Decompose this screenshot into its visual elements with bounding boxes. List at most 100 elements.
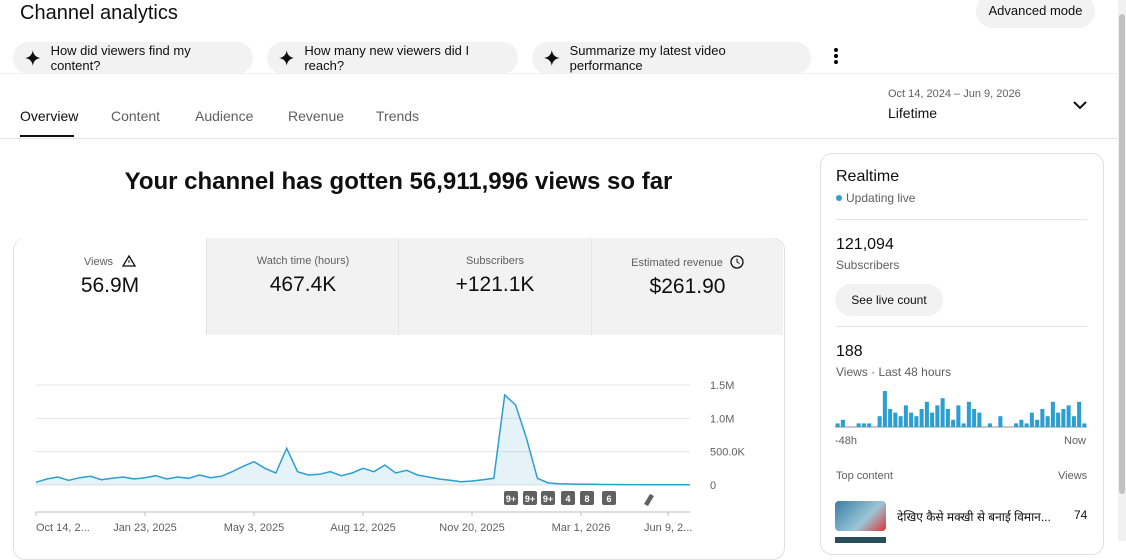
y-tick-label: 500.0K [710, 447, 746, 459]
bar [840, 419, 845, 427]
area [36, 395, 690, 485]
bar [867, 423, 872, 427]
advanced-mode-button[interactable]: Advanced mode [976, 0, 1095, 28]
annotation-marker[interactable]: 9+ [541, 491, 555, 505]
divider [835, 326, 1087, 327]
bar [945, 409, 950, 427]
active-tab-indicator [20, 135, 74, 137]
sparkle-icon [544, 50, 560, 66]
marker-box [523, 491, 537, 505]
metric-tab[interactable]: Estimated revenue $261.90 [591, 238, 783, 335]
metric-tab[interactable]: Watch time (hours) 467.4K [206, 238, 399, 335]
bar [1050, 401, 1055, 427]
bar [856, 423, 861, 427]
realtime-chart [835, 391, 1087, 428]
bar [882, 391, 887, 427]
bar [1082, 423, 1087, 427]
more-menu[interactable] [830, 47, 842, 65]
bar [956, 405, 961, 427]
bar [998, 416, 1003, 427]
bar [1029, 412, 1034, 427]
bar [835, 423, 840, 427]
bar [919, 409, 924, 427]
suggestion-chip[interactable]: How many new viewers did I reach? [267, 42, 518, 74]
bar [961, 423, 966, 427]
status-text: Updating live [846, 191, 916, 205]
bar [930, 412, 935, 427]
bar [924, 401, 929, 427]
bar [1071, 416, 1076, 427]
page-title: Channel analytics [20, 2, 178, 24]
bar [940, 398, 945, 427]
marker-box [504, 491, 518, 505]
metric-label: Subscribers [465, 255, 525, 267]
suggestion-text: Summarize my latest video performance [569, 43, 726, 73]
bar [877, 416, 882, 427]
marker-label: 6 [606, 494, 611, 504]
clock-icon [730, 255, 744, 269]
date-range: Oct 14, 2024 – Jun 9, 2026 [888, 88, 1021, 100]
marker-label: 9+ [543, 494, 553, 504]
warning-icon [121, 254, 137, 267]
annotation-marker[interactable]: 8 [580, 491, 594, 505]
suggestion-chip[interactable]: Summarize my latest video performance [532, 42, 811, 74]
tab[interactable]: Trends [376, 108, 420, 124]
scrollbar-thumb[interactable] [1119, 14, 1125, 494]
marker-label: 4 [565, 494, 570, 504]
video-thumbnail[interactable] [835, 501, 886, 531]
bar [1045, 416, 1050, 427]
metric-label: Views [14, 254, 206, 268]
realtime-status: Updating live [836, 191, 915, 205]
y-tick-label: 1.5M [710, 380, 734, 392]
bar [987, 423, 992, 427]
annotation-marker[interactable]: 9+ [504, 491, 518, 505]
realtime-start: -48h [835, 435, 858, 447]
suggestion-chip[interactable]: How did viewers find my content? [13, 42, 253, 74]
live-dot [836, 195, 842, 201]
annotation-marker[interactable]: 6 [602, 491, 616, 505]
line [35, 393, 690, 486]
dropdown-icon[interactable] [1073, 100, 1087, 110]
tab[interactable]: Audience [195, 108, 254, 124]
divider [0, 73, 1118, 74]
suggestion-text: How did viewers find my content? [50, 43, 191, 73]
marker-label: 9+ [506, 494, 516, 504]
bar [914, 416, 919, 427]
views-header: Views [1058, 470, 1088, 482]
bar [861, 423, 866, 427]
tab[interactable]: Overview [20, 108, 79, 124]
bar [1019, 419, 1024, 427]
marker-label: 8 [584, 494, 589, 504]
bar [1035, 419, 1040, 427]
metric-tab[interactable]: Views 56.9M [14, 238, 206, 335]
x-tick-label: Jan 23, 2025 [113, 522, 177, 534]
annotation-marker[interactable]: 4 [561, 491, 575, 505]
headline: Your channel has gotten 56,911,996 views… [124, 168, 673, 195]
sparkle-icon [279, 50, 295, 66]
marker-label: 9+ [525, 494, 535, 504]
metric-value: $261.90 [649, 275, 726, 298]
bar [909, 412, 914, 427]
top-content-label: Top content [836, 470, 893, 482]
annotation-marker[interactable]: 9+ [523, 491, 537, 505]
bar [1061, 409, 1066, 427]
tab[interactable]: Content [111, 108, 161, 124]
bar [977, 412, 982, 427]
tab[interactable]: Revenue [288, 108, 345, 124]
marker-box [580, 491, 594, 505]
bar [1024, 423, 1029, 427]
scrollbar[interactable] [1118, 0, 1126, 541]
metric-tab[interactable]: Subscribers +121.1K [398, 238, 591, 335]
short-icon [644, 494, 654, 506]
bar [893, 412, 898, 427]
date-range-label[interactable]: Lifetime [888, 105, 938, 121]
video-thumbnail[interactable] [835, 537, 886, 543]
bar [972, 409, 977, 427]
metric-label-text: Estimated revenue [631, 257, 723, 269]
views-count: 188 [836, 343, 863, 360]
x-tick-label: Nov 20, 2025 [439, 522, 504, 534]
video-title[interactable]: देखिए कैसे मक्खी से बनाई विमान... [897, 510, 1051, 524]
live-count-button[interactable]: See live count [835, 284, 943, 316]
subscriber-count: 121,094 [836, 236, 894, 253]
views-chart: 0 500.0K 1.0M 1.5M Oct 14, 2... Jan 23, 2025 M… [35, 380, 746, 534]
